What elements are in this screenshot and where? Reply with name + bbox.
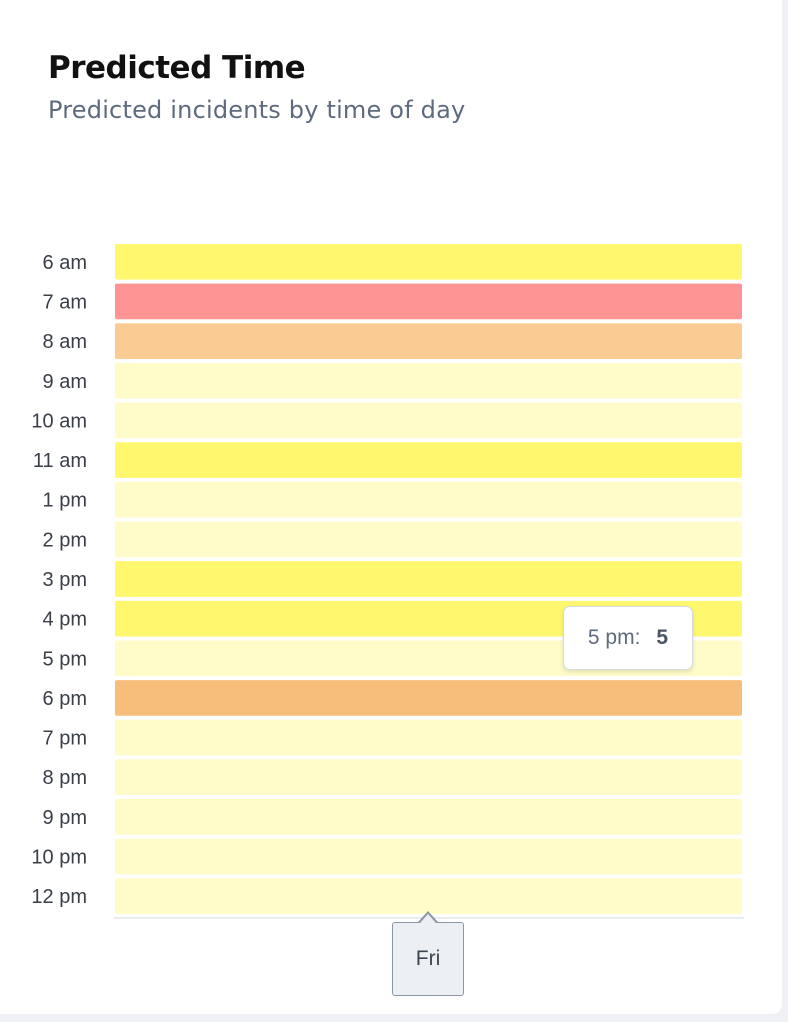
tooltip-label: 5 pm:	[587, 626, 641, 649]
heatmap-cell[interactable]	[115, 719, 742, 756]
y-tick-label: 8 am	[43, 331, 87, 353]
x-tooltip-label: Fri	[415, 947, 441, 970]
y-tick-label: 6 pm	[43, 688, 87, 710]
value-tooltip: 5 pm: 5	[563, 606, 693, 670]
heatmap-cell[interactable]	[115, 402, 742, 439]
y-tick-label: 5 pm	[43, 648, 87, 670]
heatmap-cell[interactable]	[115, 244, 742, 280]
y-tick-label: 8 pm	[43, 767, 87, 789]
heatmap-cell[interactable]	[115, 799, 742, 835]
x-axis-tooltip: Fri	[392, 922, 464, 996]
y-tick-label: 4 pm	[43, 609, 87, 631]
y-tick-label: 9 am	[43, 371, 87, 393]
card-title: Predicted Time	[48, 50, 306, 86]
heatmap-cell[interactable]	[115, 481, 742, 518]
y-tick-label: 1 pm	[43, 490, 87, 512]
heatmap-cell[interactable]	[115, 838, 742, 875]
y-tick-label: 9 pm	[43, 807, 87, 829]
heatmap-cell[interactable]	[115, 521, 742, 558]
y-tick-label: 11 am	[33, 450, 87, 472]
tooltip-value: 5	[656, 626, 669, 649]
heatmap-cell[interactable]	[115, 442, 742, 478]
x-tooltip-arrow-fill	[420, 914, 436, 923]
heatmap-cell[interactable]	[115, 283, 742, 320]
heatmap-cell[interactable]	[115, 759, 742, 796]
y-tick-label: 7 am	[43, 291, 87, 313]
y-tick-label: 7 pm	[43, 728, 87, 750]
y-tick-label: 12 pm	[31, 886, 87, 908]
heatmap-cell[interactable]	[115, 362, 742, 399]
heatmap-cell[interactable]	[115, 680, 742, 716]
y-tick-label: 3 pm	[43, 569, 87, 591]
y-tick-label: 10 pm	[31, 847, 87, 869]
y-tick-label: 6 am	[43, 252, 87, 274]
card-subtitle: Predicted incidents by time of day	[48, 96, 466, 124]
y-tick-label: 10 am	[31, 410, 87, 432]
y-tick-label: 2 pm	[43, 529, 87, 551]
heatmap-cell[interactable]	[115, 878, 742, 914]
heatmap-cell[interactable]	[115, 561, 742, 597]
heatmap-cell[interactable]	[115, 323, 742, 359]
